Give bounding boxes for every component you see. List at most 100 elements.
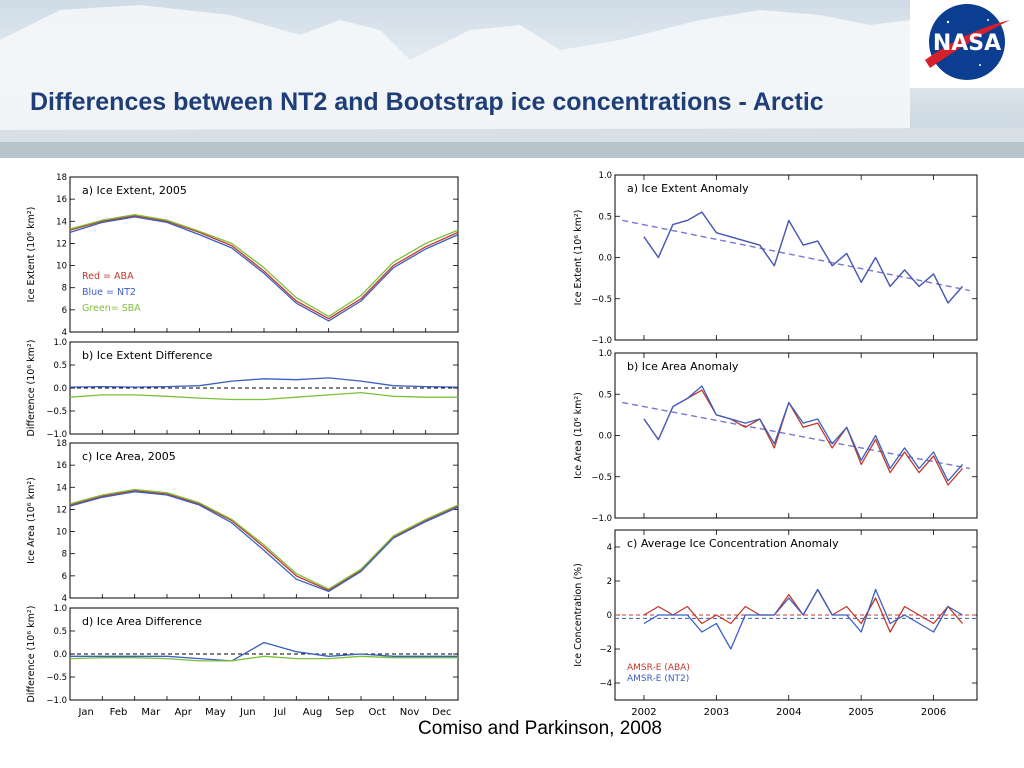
x-tick-label: Aug (303, 707, 323, 718)
x-tick-label: May (205, 707, 226, 718)
y-tick-label: 16 (56, 461, 67, 471)
x-tick-label: 2005 (848, 707, 873, 718)
panel-label: a) Ice Extent Anomaly (627, 182, 749, 195)
series-line-nt2 (69, 491, 459, 593)
y-tick-label: −1.0 (46, 696, 67, 706)
y-tick-label: 14 (56, 483, 67, 493)
series-line-nt2 (643, 211, 963, 304)
plot-frame (614, 352, 978, 519)
y-tick-label: 16 (56, 195, 67, 205)
legend-entry: Red = ABA (82, 271, 134, 282)
panel-label: d) Ice Area Difference (82, 615, 202, 628)
chart-panel-left-c: 4 6 8 10 12 14 16 18 Ice Area (10⁶ km²) c) Ice Ar… (26, 439, 459, 604)
x-tick-label: Oct (369, 707, 386, 718)
y-tick-label: −1.0 (46, 430, 67, 440)
y-tick-label: 18 (56, 439, 67, 449)
iceberg-background (0, 5, 1024, 158)
y-axis-label: Ice Area (10⁶ km²) (26, 477, 37, 564)
chart-panel-right-a: −1.0 −0.5 0.0 0.5 1.0 Ice Extent (10⁶ km²) a) … (573, 171, 978, 346)
legend-entry: Blue = NT2 (82, 287, 136, 298)
y-tick-label: 8 (62, 284, 67, 294)
nasa-logo: NASA (910, 0, 1024, 88)
y-tick-label: 0.5 (53, 627, 67, 637)
figure-panels: 4 6 8 10 12 14 16 18 Ice Extent (10⁶ km²) a) Ice … (26, 171, 978, 718)
plot-frame (69, 442, 459, 599)
series-line-nt2-aba (70, 641, 458, 662)
slide-header: Differences between NT2 and Bootstrap ic… (0, 0, 1024, 158)
y-tick-label: 0.5 (598, 390, 612, 400)
y-tick-label: 6 (62, 306, 67, 316)
y-tick-label: 0.0 (53, 384, 67, 394)
x-tick-label: 2003 (704, 707, 729, 718)
y-tick-label: 1.0 (598, 171, 612, 181)
y-tick-label: −0.5 (591, 295, 612, 305)
x-tick-label: Jan (77, 707, 93, 718)
chart-panel-left-a: 4 6 8 10 12 14 16 18 Ice Extent (10⁶ km²) a) Ice … (26, 173, 459, 338)
y-tick-label: 12 (56, 505, 67, 515)
y-axis-label: Difference (10⁶ km²) (26, 606, 37, 703)
x-tick-label: Mar (141, 707, 161, 718)
y-tick-label: −1.0 (591, 336, 612, 346)
panel-label: b) Ice Area Anomaly (627, 360, 739, 373)
y-tick-label: −1.0 (591, 514, 612, 524)
y-tick-label: 12 (56, 239, 67, 249)
y-tick-label: 0.0 (53, 650, 67, 660)
y-axis-label: Ice Extent (10⁶ km²) (573, 210, 584, 306)
series-line-nt2-aba (69, 377, 459, 388)
y-tick-label: 0.5 (53, 361, 67, 371)
panel-label: c) Average Ice Concentration Anomaly (627, 537, 839, 550)
x-tick-label: Apr (175, 707, 193, 718)
y-tick-label: 4 (607, 543, 612, 553)
series-line-nt2 (69, 216, 459, 322)
y-tick-label: 6 (62, 572, 67, 582)
y-tick-label: −0.5 (591, 473, 612, 483)
legend-entry: AMSR-E (ABA) (627, 663, 690, 673)
y-tick-label: −4 (599, 679, 612, 689)
series-line-sba (69, 213, 459, 318)
series-line-aba (69, 489, 459, 591)
chart-panel-right-b: −1.0 −0.5 0.0 0.5 1.0 Ice Area (10⁶ km²) b) Ic… (573, 349, 978, 524)
y-axis-label: Ice Concentration (%) (573, 563, 584, 667)
legend-entry: AMSR-E (NT2) (627, 674, 689, 684)
series-line-amsr-e-nt2- (643, 588, 963, 650)
y-tick-label: −0.5 (46, 407, 67, 417)
series-line-aba (643, 389, 963, 486)
series-line-aba (69, 215, 459, 320)
plot-frame (614, 174, 978, 341)
y-tick-label: 18 (56, 173, 67, 183)
x-tick-label: Jun (239, 707, 256, 718)
y-tick-label: 1.0 (53, 338, 67, 348)
y-tick-label: 2 (607, 577, 612, 587)
series-line-nt2 (643, 385, 963, 482)
y-tick-label: 0.5 (598, 212, 612, 222)
y-axis-label: Difference (10⁶ km²) (26, 340, 37, 437)
x-tick-label: Dec (432, 707, 451, 718)
series-line-sba (69, 488, 459, 590)
y-tick-label: 1.0 (53, 604, 67, 614)
y-tick-label: −0.5 (46, 673, 67, 683)
x-tick-label: Nov (400, 707, 420, 718)
panel-label: c) Ice Area, 2005 (82, 450, 176, 463)
y-tick-label: 8 (62, 550, 67, 560)
x-tick-label: 2002 (631, 707, 656, 718)
chart-panel-left-b: −1.0 −0.5 0.0 0.5 1.0 Difference (10⁶ km²) b) … (26, 338, 459, 440)
plot-frame (69, 176, 459, 333)
x-tick-label: Sep (335, 707, 354, 718)
x-tick-label: Feb (110, 707, 128, 718)
series-line-sba-aba (69, 391, 458, 401)
y-tick-label: 10 (56, 262, 67, 272)
x-tick-label: 2006 (921, 707, 946, 718)
citation: Comiso and Parkinson, 2008 (418, 718, 662, 739)
y-axis-label: Ice Extent (10⁶ km²) (26, 207, 37, 303)
x-tick-label: Jul (273, 707, 286, 718)
y-axis-label: Ice Area (10⁶ km²) (573, 392, 584, 479)
panel-label: b) Ice Extent Difference (82, 349, 213, 362)
y-tick-label: 4 (62, 328, 67, 338)
series-line-sba-aba (69, 655, 458, 662)
y-tick-label: 0 (607, 611, 612, 621)
y-tick-label: 0.0 (598, 254, 612, 264)
y-tick-label: 4 (62, 594, 67, 604)
svg-text:NASA: NASA (933, 31, 1001, 56)
chart-panel-right-c: −4 −2 0 2 4 Ice Concentration (%) 2002 2003 2004… (573, 529, 978, 718)
x-tick-label: 2004 (776, 707, 801, 718)
